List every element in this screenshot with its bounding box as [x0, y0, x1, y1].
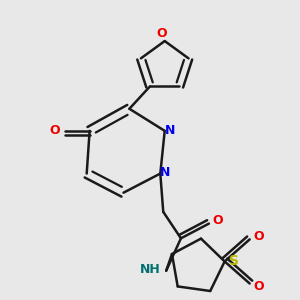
Text: N: N [165, 124, 175, 137]
Text: O: O [49, 124, 60, 137]
Text: O: O [253, 280, 264, 293]
Text: N: N [160, 166, 170, 178]
Text: O: O [253, 230, 264, 243]
Text: S: S [229, 254, 239, 268]
Text: O: O [157, 27, 167, 40]
Text: NH: NH [140, 263, 160, 276]
Text: O: O [212, 214, 223, 227]
